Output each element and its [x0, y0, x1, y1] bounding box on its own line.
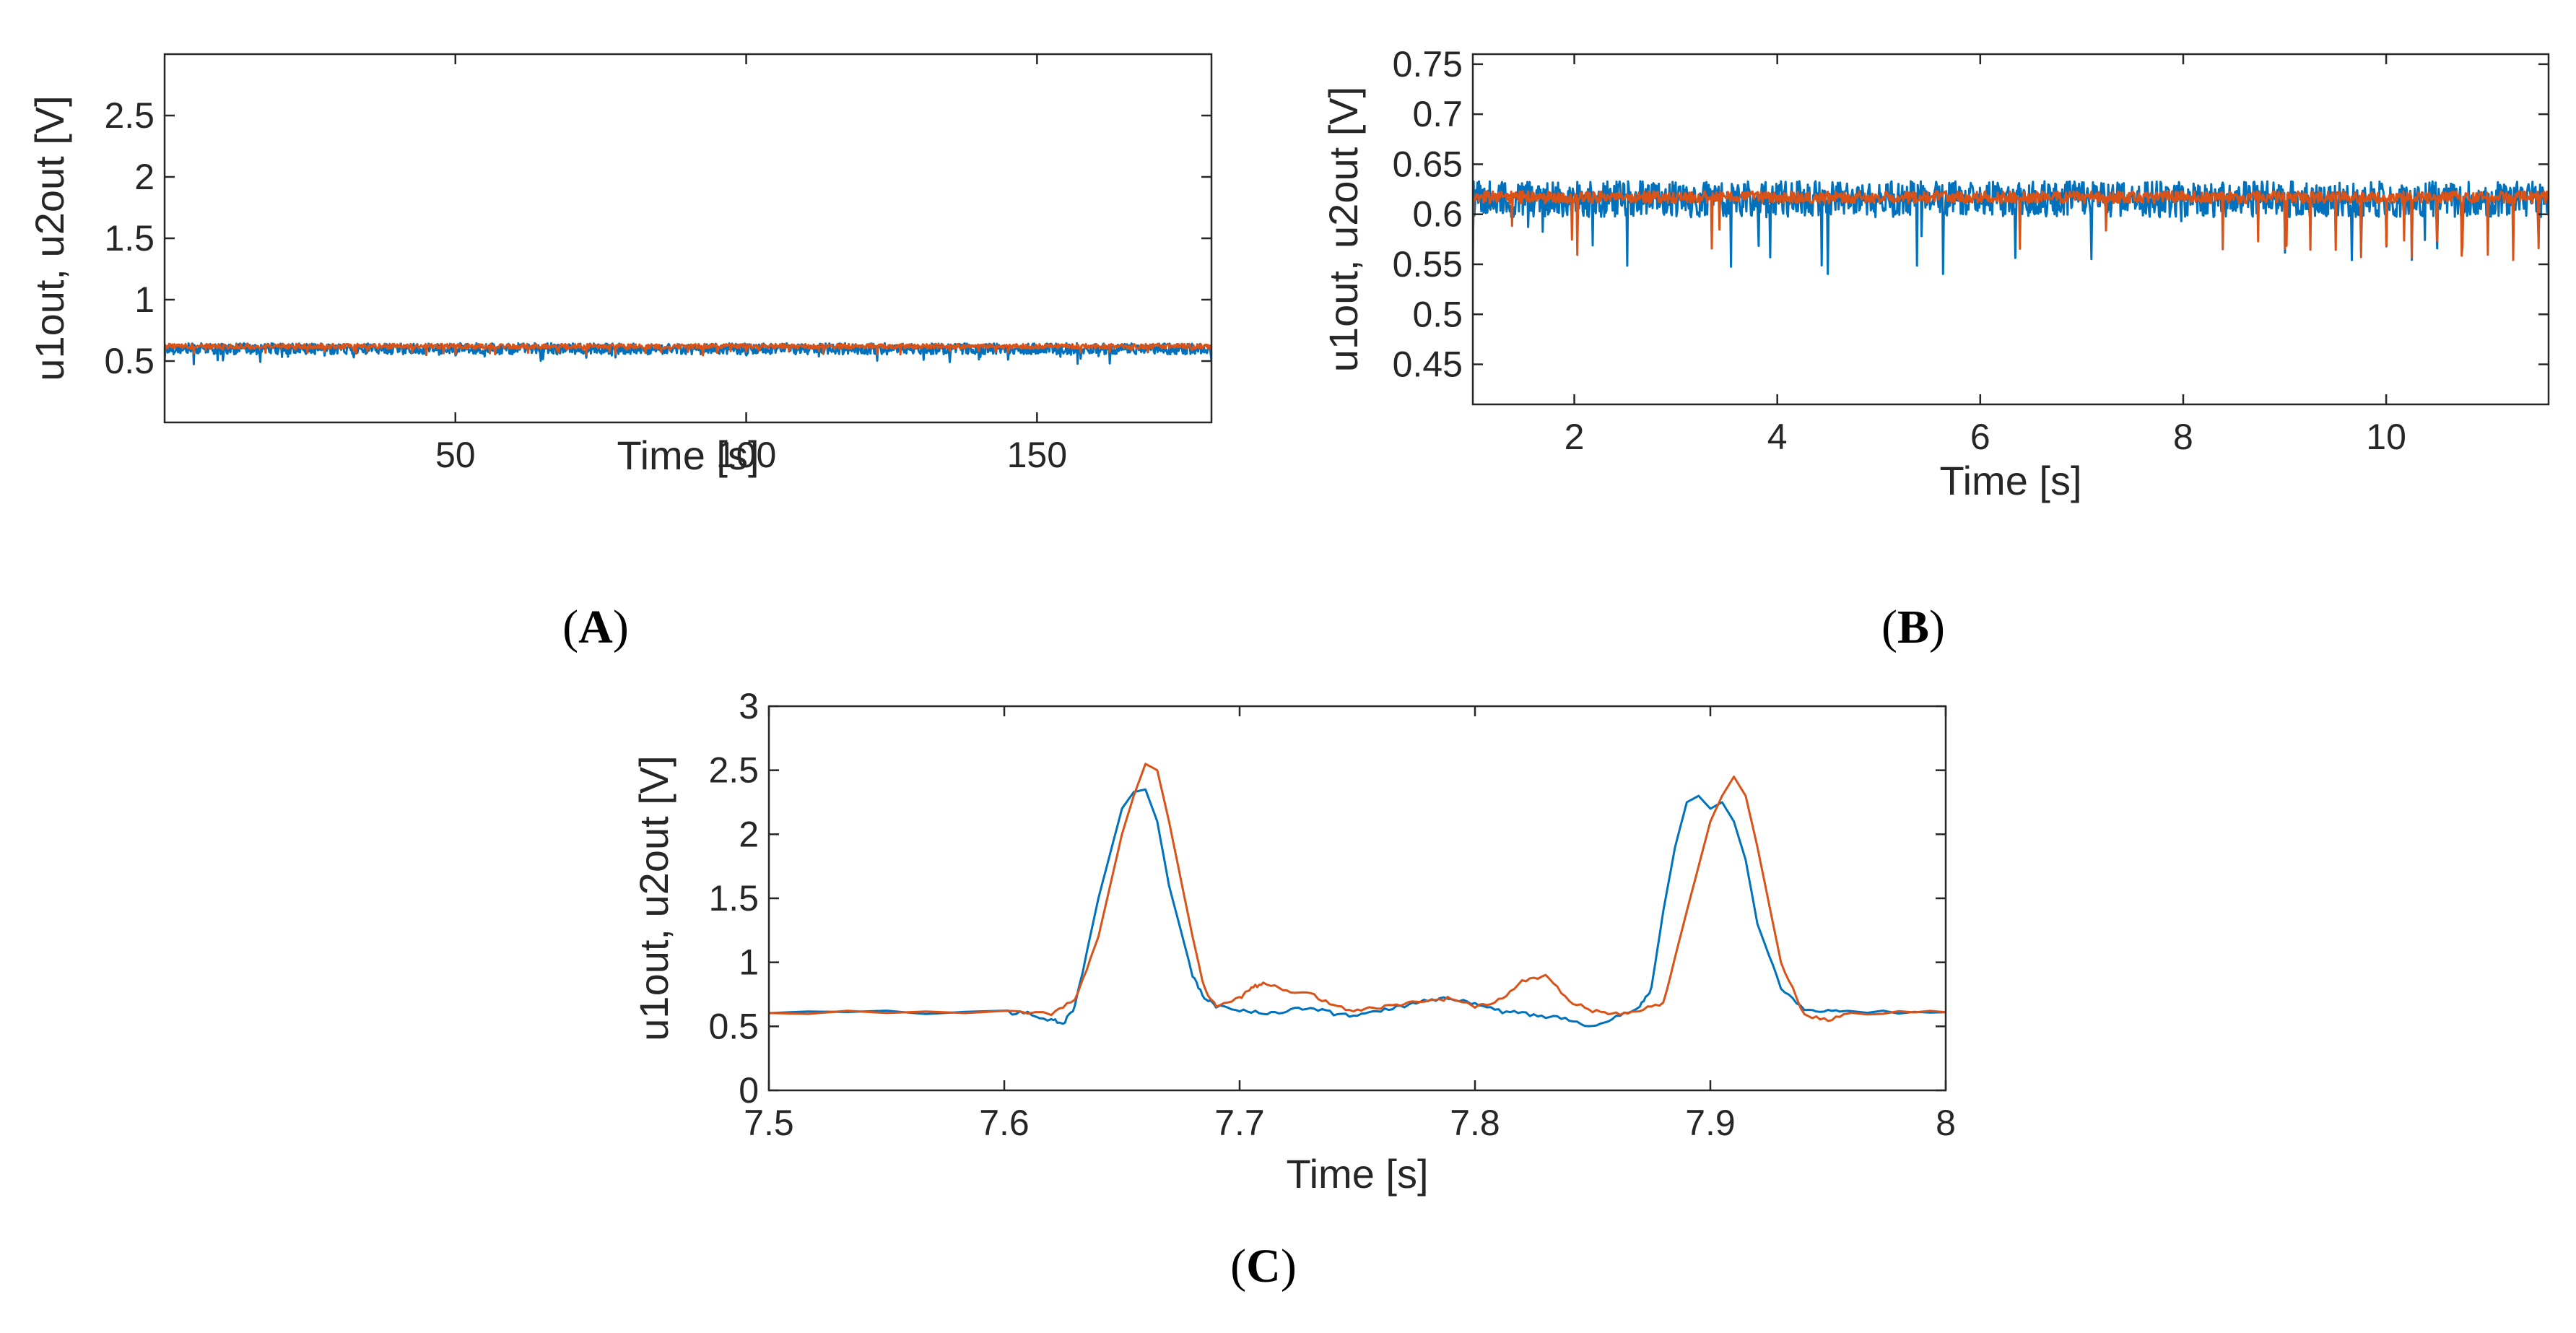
x-tick-label: 100: [716, 435, 776, 475]
x-axis-label: Time [s]: [1286, 1151, 1428, 1197]
y-axis-label: u1out, u2out [V]: [1320, 87, 1366, 372]
y-tick-label: 0.45: [1393, 344, 1463, 385]
plot-area: [769, 706, 1946, 1090]
panel-label: (A): [562, 601, 629, 654]
x-tick-label: 7.9: [1685, 1103, 1736, 1143]
y-tick-label: 2.5: [104, 95, 155, 136]
x-tick-label: 8: [2173, 417, 2193, 457]
x-tick-label: 7.5: [744, 1103, 794, 1143]
y-tick-label: 0.5: [104, 341, 155, 381]
y-axis-label: u1out, u2out [V]: [27, 95, 72, 381]
y-tick-label: 0.7: [1412, 94, 1463, 134]
x-axis-label: Time [s]: [617, 433, 759, 478]
panel-label: (C): [1230, 1240, 1297, 1293]
panel-b-chart: 2 4 6 8 10 0.45 0.5 0.55 0.6 0.65 0.7 0.75 Time [s] u…: [1320, 44, 2550, 654]
x-tick-label: 6: [1970, 417, 1990, 457]
plot-area: [165, 54, 1211, 422]
x-tick-label: 4: [1767, 417, 1788, 457]
y-tick-label: 0.5: [708, 1006, 759, 1046]
x-tick-label: 2: [1565, 417, 1585, 457]
y-tick-label: 2: [739, 814, 759, 854]
x-tick-label: 10: [2366, 417, 2406, 457]
y-tick-label: 2: [134, 157, 155, 197]
y-tick-label: 0: [739, 1070, 759, 1111]
y-tick-label: 0.55: [1393, 244, 1463, 285]
axes-frame: [1471, 53, 2550, 406]
series-line-u2out: [165, 342, 1211, 357]
y-tick-label: 1.5: [104, 218, 155, 259]
x-tick-label: 50: [435, 435, 476, 475]
series-line-u2out: [769, 763, 1946, 1022]
y-tick-label: 0.5: [1412, 294, 1463, 334]
series-group: [165, 342, 1211, 365]
x-tick-label: 150: [1007, 435, 1067, 475]
y-tick-label: 0.65: [1393, 144, 1463, 184]
series-group: [1473, 180, 2549, 275]
y-tick-label: 1: [739, 942, 759, 983]
y-tick-label: 3: [739, 686, 759, 726]
x-axis-label: Time [s]: [1939, 458, 2081, 503]
panel-c-chart: 7.5 7.6 7.7 7.8 7.9 8 0 0.5 1 1.5 2 2.5 3 Time [s] u1o…: [631, 686, 1956, 1293]
x-tick-label: 7.6: [979, 1103, 1030, 1143]
x-tick-label: 7.7: [1214, 1103, 1265, 1143]
y-tick-label: 0.75: [1393, 44, 1463, 84]
plot-area: [1473, 54, 2549, 404]
y-tick-label: 2.5: [708, 750, 759, 791]
x-tick-label: 8: [1936, 1103, 1956, 1143]
series-group: [769, 763, 1946, 1028]
panel-a-chart: 50 100 150 0.5 1 1.5 2 2.5 Time [s] u1out, u2out …: [27, 53, 1213, 654]
panel-label: (B): [1881, 601, 1945, 654]
y-tick-label: 1: [134, 279, 155, 320]
y-axis-label: u1out, u2out [V]: [631, 755, 676, 1041]
y-tick-label: 1.5: [708, 878, 759, 919]
x-tick-label: 7.8: [1450, 1103, 1500, 1143]
series-line-u2out: [1473, 190, 2549, 261]
y-tick-label: 0.6: [1412, 194, 1463, 235]
